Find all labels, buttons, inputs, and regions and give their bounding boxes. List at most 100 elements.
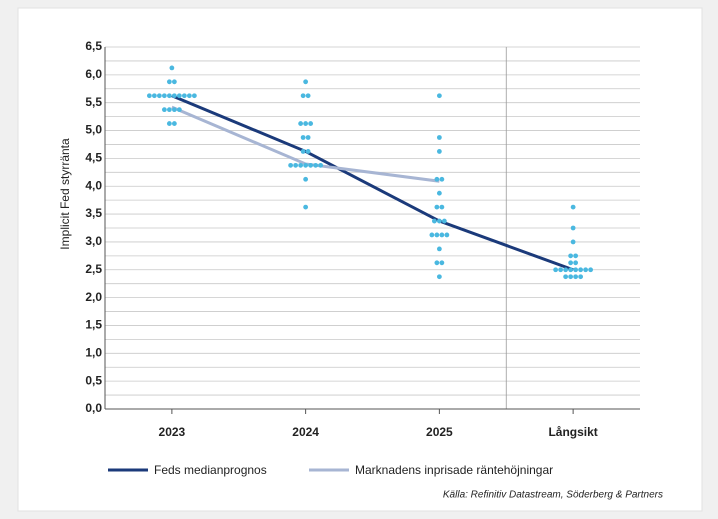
dot bbox=[434, 204, 440, 210]
dot bbox=[578, 267, 584, 273]
y-tick-label: 4,0 bbox=[85, 178, 102, 192]
dot bbox=[434, 260, 440, 266]
panel bbox=[17, 7, 703, 512]
dot bbox=[434, 176, 440, 182]
y-tick-label: 3,5 bbox=[85, 206, 102, 220]
dot bbox=[573, 274, 579, 280]
dot bbox=[434, 232, 440, 238]
y-tick-label: 1,5 bbox=[85, 318, 102, 332]
y-tick-label: 6,5 bbox=[85, 39, 102, 53]
y-tick-label: 4,5 bbox=[85, 151, 102, 165]
dot bbox=[298, 121, 304, 126]
dot bbox=[156, 93, 162, 99]
dot bbox=[436, 274, 442, 280]
dot bbox=[288, 162, 294, 168]
dot bbox=[570, 239, 576, 245]
dot bbox=[553, 267, 559, 273]
y-axis-label: Implicit Fed styrränta bbox=[58, 138, 72, 250]
dot bbox=[303, 204, 309, 210]
dot bbox=[303, 79, 309, 85]
dot bbox=[568, 267, 574, 273]
dot bbox=[303, 176, 309, 182]
legend-label: Feds medianprognos bbox=[154, 463, 267, 477]
dot bbox=[439, 232, 445, 238]
source: Källa: Refinitiv Datastream, Söderberg &… bbox=[443, 490, 663, 501]
dot bbox=[169, 65, 175, 71]
dot bbox=[444, 232, 450, 238]
dot bbox=[439, 204, 445, 210]
dot bbox=[573, 267, 579, 273]
dot bbox=[171, 79, 177, 85]
dot bbox=[166, 79, 172, 85]
dot bbox=[308, 121, 314, 126]
y-tick-label: 0,0 bbox=[85, 401, 102, 415]
dot bbox=[578, 274, 584, 280]
series-line bbox=[171, 94, 574, 272]
legend-label: Marknadens inprisade räntehöjningar bbox=[355, 463, 553, 477]
dot bbox=[568, 253, 574, 259]
dot bbox=[439, 260, 445, 266]
dot bbox=[431, 218, 437, 224]
dot bbox=[181, 93, 187, 99]
dot bbox=[303, 162, 309, 168]
dot bbox=[568, 260, 574, 266]
dot bbox=[568, 274, 574, 280]
dot bbox=[161, 107, 167, 113]
dot bbox=[176, 107, 182, 113]
dot bbox=[305, 149, 311, 154]
y-tick-label: 2,5 bbox=[85, 262, 102, 276]
dot bbox=[318, 162, 324, 168]
y-tick-label: 1,0 bbox=[85, 345, 102, 359]
dot bbox=[303, 121, 309, 126]
dot bbox=[300, 93, 306, 99]
dot bbox=[300, 135, 306, 140]
dot bbox=[171, 107, 177, 113]
y-tick-label: 5,5 bbox=[85, 95, 102, 109]
dot bbox=[436, 246, 442, 252]
dot bbox=[166, 93, 172, 99]
dot bbox=[313, 162, 319, 168]
dot bbox=[588, 267, 594, 273]
dot bbox=[305, 135, 311, 140]
dot bbox=[570, 204, 576, 210]
dot bbox=[573, 260, 579, 266]
dot bbox=[151, 93, 157, 99]
dot bbox=[570, 225, 576, 231]
dot bbox=[166, 107, 172, 113]
dot bbox=[308, 162, 314, 168]
dot bbox=[305, 93, 311, 99]
dot bbox=[436, 149, 442, 154]
dot bbox=[166, 121, 172, 126]
x-tick-label: Långsikt bbox=[548, 425, 597, 439]
y-tick-label: 6,0 bbox=[85, 67, 102, 81]
dot bbox=[191, 93, 197, 99]
dot bbox=[298, 162, 304, 168]
y-tick-label: 2,0 bbox=[85, 290, 102, 304]
dot bbox=[293, 162, 299, 168]
dot bbox=[161, 93, 167, 99]
dot bbox=[573, 253, 579, 259]
dot bbox=[186, 93, 192, 99]
dot bbox=[563, 274, 569, 280]
dot bbox=[146, 93, 152, 99]
dot bbox=[558, 267, 564, 273]
dot bbox=[436, 93, 442, 99]
y-tick-label: 5,0 bbox=[85, 123, 102, 137]
dot bbox=[436, 190, 442, 196]
dot bbox=[583, 267, 589, 273]
dot bbox=[563, 267, 569, 273]
dot bbox=[439, 176, 445, 182]
dot bbox=[300, 149, 306, 154]
y-tick-label: 0,5 bbox=[85, 373, 102, 387]
dot bbox=[429, 232, 435, 238]
x-tick-label: 2024 bbox=[292, 425, 319, 439]
dot bbox=[441, 218, 447, 224]
dot bbox=[171, 121, 177, 126]
dot bbox=[436, 218, 442, 224]
y-tick-label: 3,0 bbox=[85, 234, 102, 248]
x-tick-label: 2025 bbox=[426, 425, 453, 439]
dot bbox=[436, 135, 442, 140]
dot bbox=[176, 93, 182, 99]
dot bbox=[171, 93, 177, 99]
